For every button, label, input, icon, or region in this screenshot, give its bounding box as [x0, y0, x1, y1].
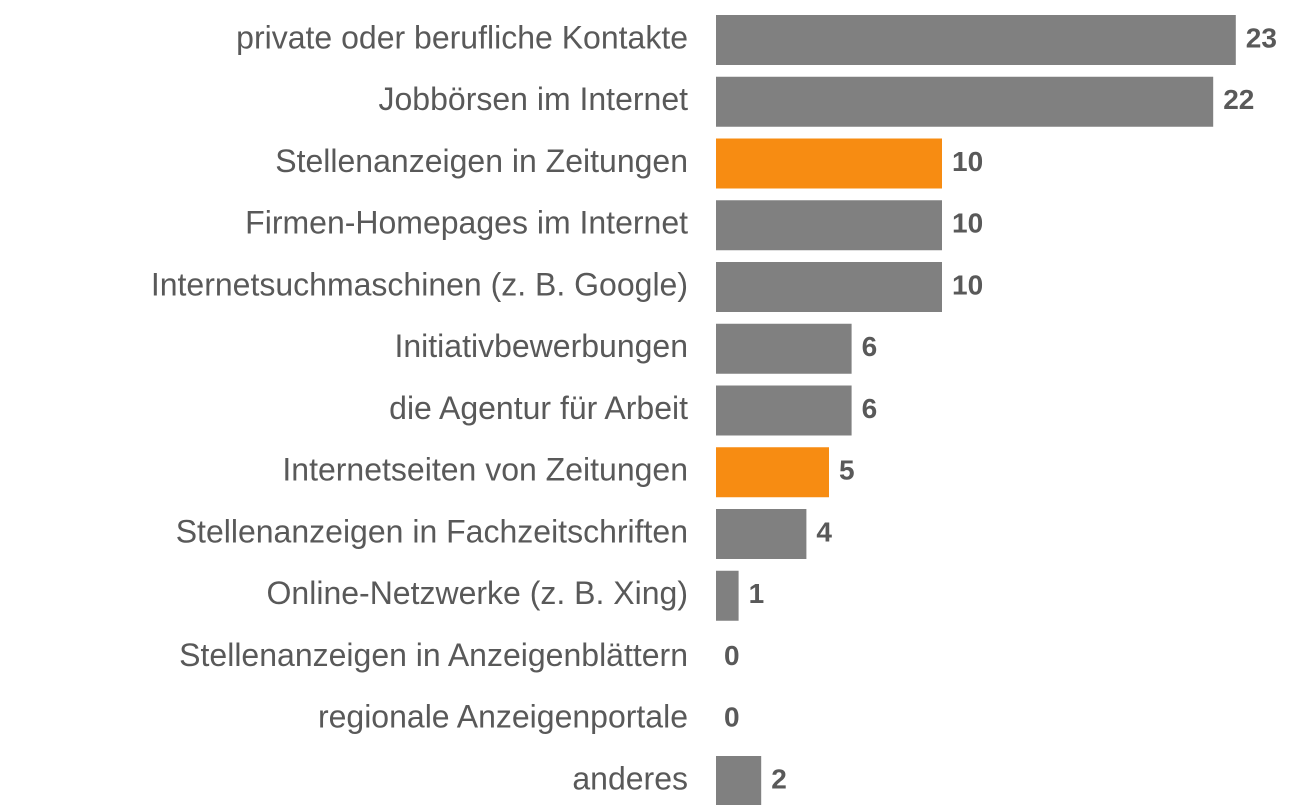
bar: [716, 200, 942, 251]
value-label: 0: [724, 702, 740, 733]
value-label: 6: [862, 393, 878, 424]
bar: [716, 323, 852, 374]
value-label: 6: [862, 331, 878, 362]
bar: [716, 138, 942, 189]
value-label: 1: [749, 578, 765, 609]
bar: [716, 262, 942, 312]
category-label: Firmen-Homepages im Internet: [245, 205, 688, 241]
category-label: Stellenanzeigen in Zeitungen: [275, 143, 688, 179]
category-label: private oder berufliche Kontakte: [236, 19, 688, 55]
value-label: 4: [816, 516, 832, 547]
value-label: 5: [839, 455, 855, 486]
bar: [716, 15, 1236, 65]
category-label: Stellenanzeigen in Fachzeitschriften: [176, 513, 688, 549]
category-label: anderes: [572, 760, 688, 796]
value-label: 10: [952, 146, 983, 177]
value-label: 23: [1246, 22, 1277, 53]
value-label: 22: [1223, 84, 1254, 115]
bar: [716, 76, 1214, 127]
category-label: Internetseiten von Zeitungen: [282, 452, 688, 488]
value-label: 2: [771, 763, 787, 794]
category-label: Jobbörsen im Internet: [379, 81, 689, 117]
bar: [716, 509, 807, 559]
bar: [716, 447, 829, 498]
category-label: Initiativbewerbungen: [394, 328, 688, 364]
value-label: 10: [952, 208, 983, 239]
category-label: Online-Netzwerke (z. B. Xing): [267, 575, 688, 611]
category-label: Stellenanzeigen in Anzeigenblättern: [179, 637, 688, 673]
bar: [716, 385, 852, 436]
category-label: Internetsuchmaschinen (z. B. Google): [151, 266, 688, 302]
category-label: regionale Anzeigenportale: [318, 699, 688, 735]
value-label: 0: [724, 640, 740, 671]
bar: [716, 570, 739, 621]
category-label: die Agentur für Arbeit: [389, 390, 688, 426]
bar: [716, 756, 762, 805]
value-label: 10: [952, 269, 983, 300]
